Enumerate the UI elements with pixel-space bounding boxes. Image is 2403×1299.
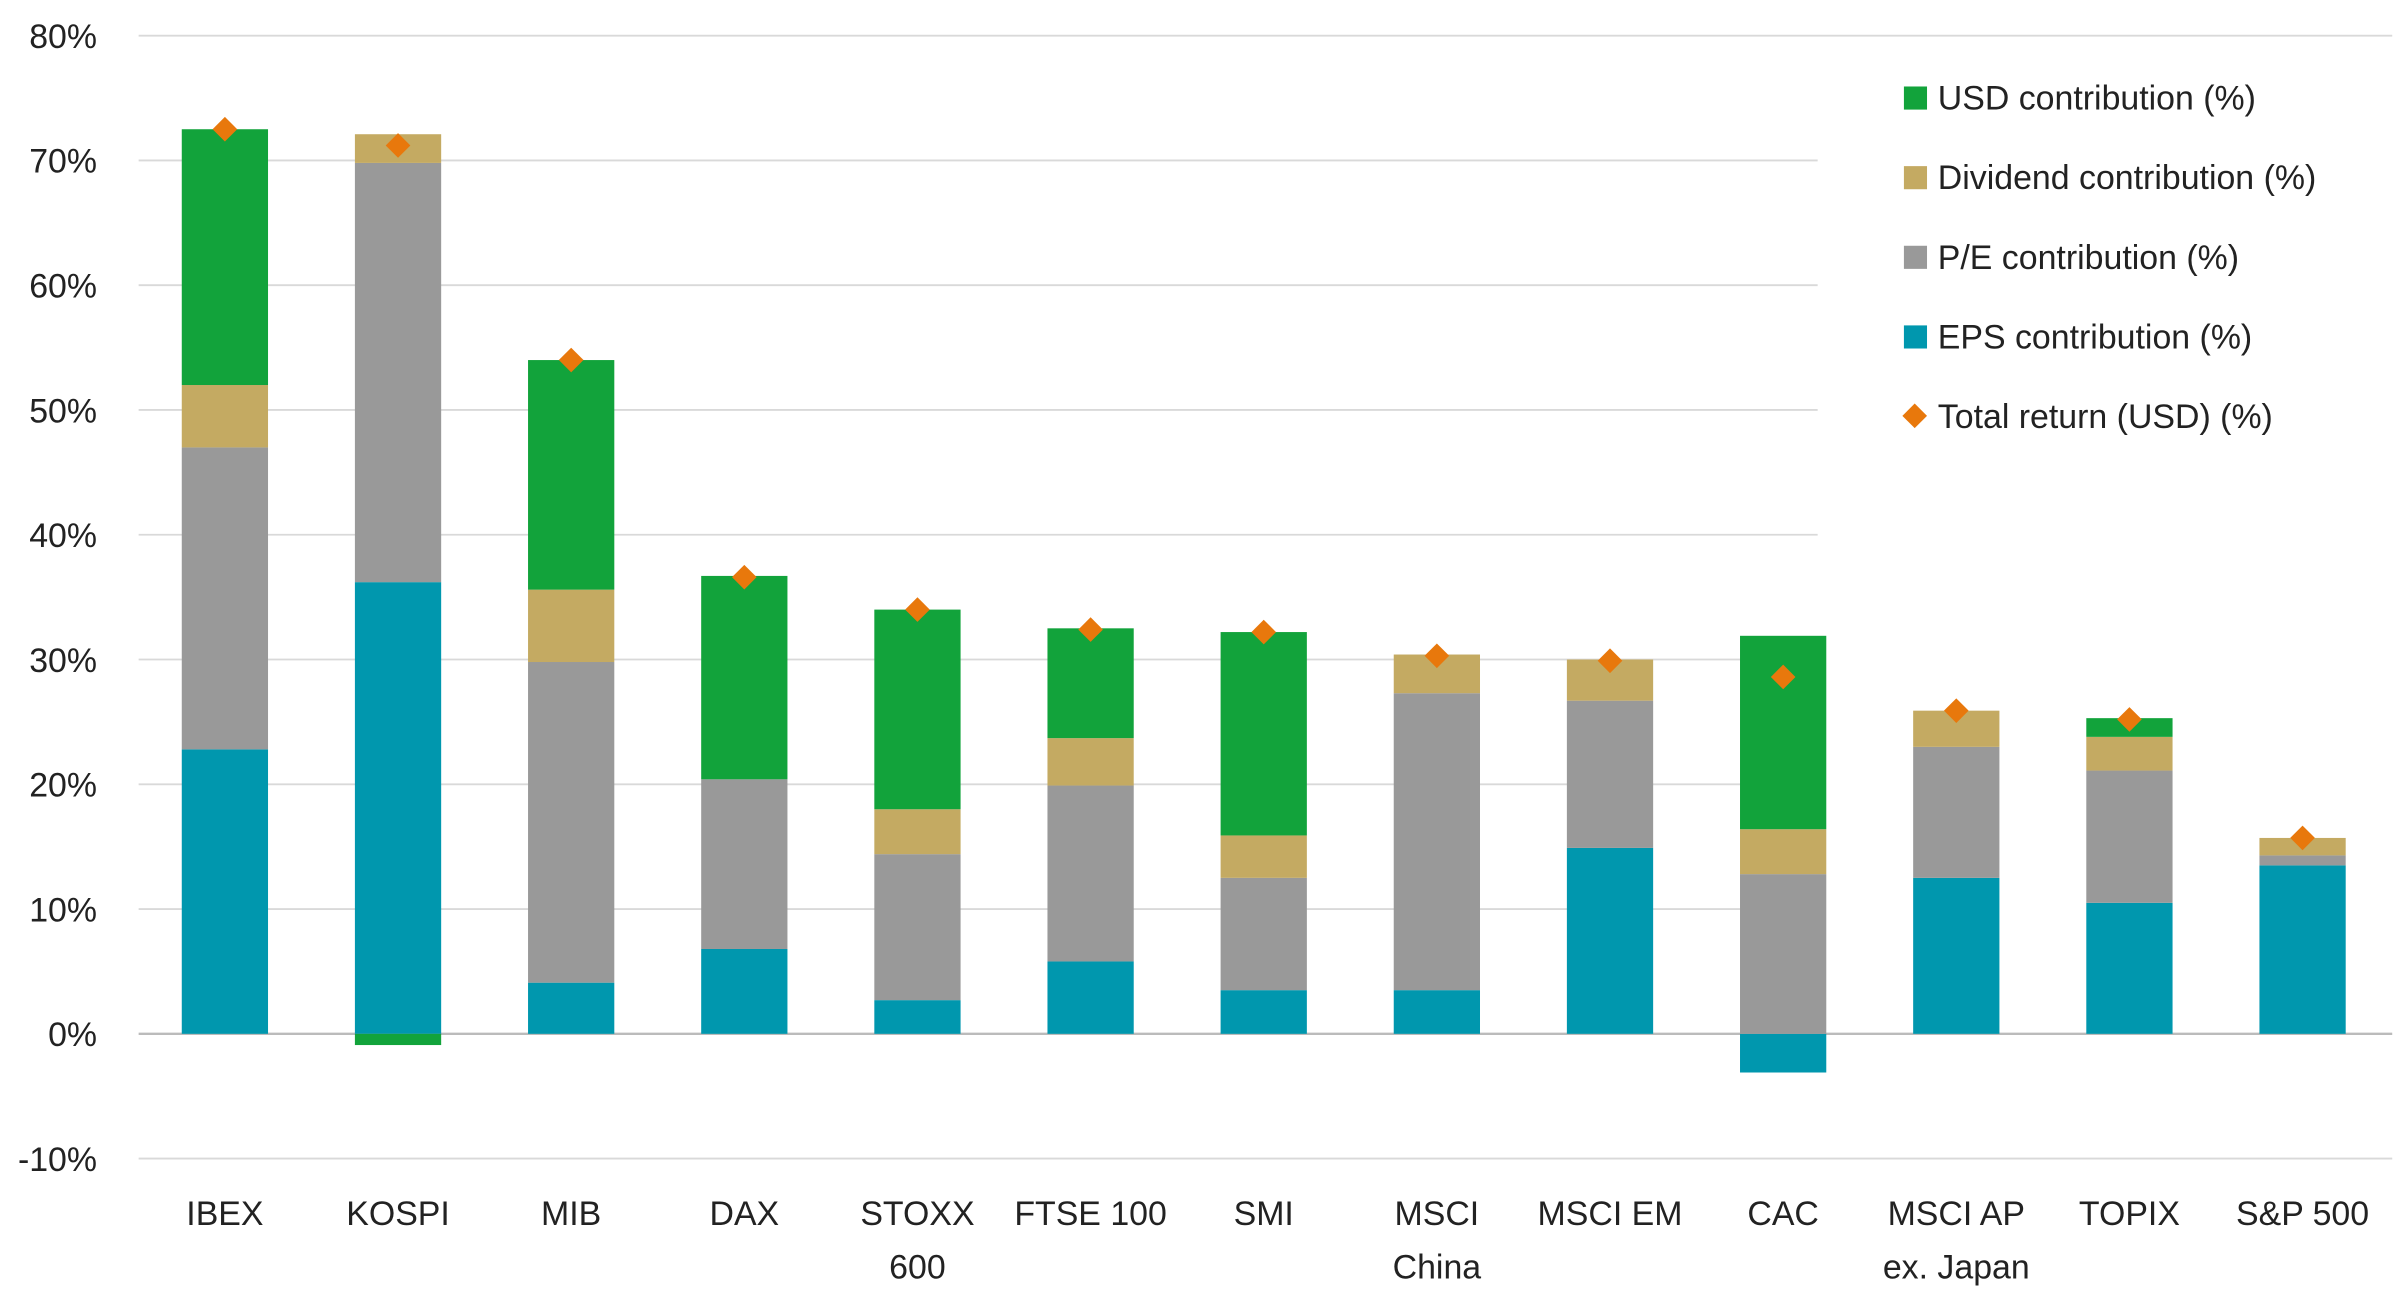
legend-swatch [1903,166,1928,190]
legend: USD contribution (%) Dividend contributio… [1902,80,2316,436]
total-return-diamond [731,564,757,590]
legend-swatch [1903,86,1928,110]
total-return-diamond [385,133,411,158]
bar-segment [1220,632,1307,836]
x-category-label: STOXX [860,1195,974,1233]
bar-segment [1393,990,1481,1034]
bar-segment [354,582,442,1034]
y-tick-label: 70% [29,143,97,181]
bars [181,129,2346,1073]
total-return-diamond [905,597,930,622]
y-tick-label: 40% [29,517,97,555]
bar-segment [1913,877,2000,1034]
bar-segment [181,129,269,386]
x-category-label: S&P 500 [2236,1195,2369,1233]
x-category-label: TOPIX [2079,1195,2180,1233]
bar-segment [1047,738,1134,786]
bar-segment [874,854,961,1001]
x-category-label: China [1393,1249,1482,1287]
legend-label: P/E contribution (%) [1938,239,2239,277]
x-category-label: IBEX [186,1195,263,1233]
bar-segment [2259,855,2346,866]
legend-label: EPS contribution (%) [1938,319,2252,357]
bar-segment [1220,835,1307,878]
bar-segment [1220,877,1307,991]
bar-segment [874,1000,961,1034]
legend-diamond-icon [1902,403,1928,429]
legend-swatch [1903,245,1928,269]
legend-label: Total return (USD) (%) [1938,398,2273,436]
bar-segment [1913,746,2000,878]
total-return-diamond [1597,648,1623,674]
legend-label: USD contribution (%) [1938,80,2256,118]
bar-segment [874,609,961,810]
bar-segment [874,809,961,855]
bar-segment [354,162,442,583]
bar-segment [1047,785,1134,962]
x-category-label: KOSPI [346,1195,450,1233]
total-return-diamond [2290,825,2315,851]
y-tick-label: 50% [29,392,97,430]
bar-segment [2086,736,2173,771]
y-tick-label: 80% [29,18,97,56]
bar-segment [528,982,615,1034]
bar-segment [701,779,788,949]
bar-segment [1566,847,1654,1034]
y-axis-ticks: -10% 0% 10% 20% 30% 40% 50% 60% 70% 80% [18,18,97,1179]
bar-segment [181,385,269,448]
bar-segment [2086,902,2173,1034]
x-category-label: DAX [709,1195,779,1233]
bar-segment [701,575,788,780]
x-category-label: CAC [1747,1195,1819,1233]
bar-segment [181,447,269,750]
y-tick-label: 30% [29,642,97,680]
x-category-label: MSCI EM [1538,1195,1683,1233]
bar-segment [181,749,269,1034]
x-category-label: 600 [889,1249,946,1287]
bar-segment [1047,961,1134,1034]
bar-segment [1740,1033,1827,1073]
y-tick-label: 60% [29,268,97,306]
total-return-diamond [1770,664,1796,690]
x-category-label: MSCI AP [1888,1195,2025,1233]
bar-segment [1220,990,1307,1034]
x-category-label: MSCI [1395,1195,1480,1233]
x-axis-categories: IBEX KOSPI MIB DAX STOXX 600 FTSE 100 SMI MSCI Ch… [186,1195,2369,1287]
x-category-label: SMI [1234,1195,1294,1233]
bar-segment [354,1033,442,1046]
legend-label: Dividend contribution (%) [1938,159,2316,197]
total-return-diamond [1251,619,1277,645]
bar-segment [1740,874,1827,1034]
bar-segment [701,948,788,1034]
y-tick-label: -10% [18,1141,97,1179]
y-tick-label: 10% [29,891,97,929]
y-tick-label: 20% [29,767,97,805]
bar-segment [528,360,615,590]
x-category-label: FTSE 100 [1014,1195,1167,1233]
bar-segment [2086,770,2173,903]
legend-swatch [1903,325,1928,349]
total-return-diamond [212,116,238,142]
bar-segment [528,589,615,663]
bar-segment [528,662,615,983]
bar-segment [1740,829,1827,875]
bar-segment [1566,700,1654,848]
y-tick-label: 0% [48,1016,97,1054]
bar-segment [2259,865,2346,1034]
x-category-label: MIB [541,1195,601,1233]
x-category-label: ex. Japan [1883,1249,2030,1287]
bar-segment [1393,693,1481,991]
bar-segment [1047,628,1134,739]
total-return-diamond [1943,698,1969,723]
